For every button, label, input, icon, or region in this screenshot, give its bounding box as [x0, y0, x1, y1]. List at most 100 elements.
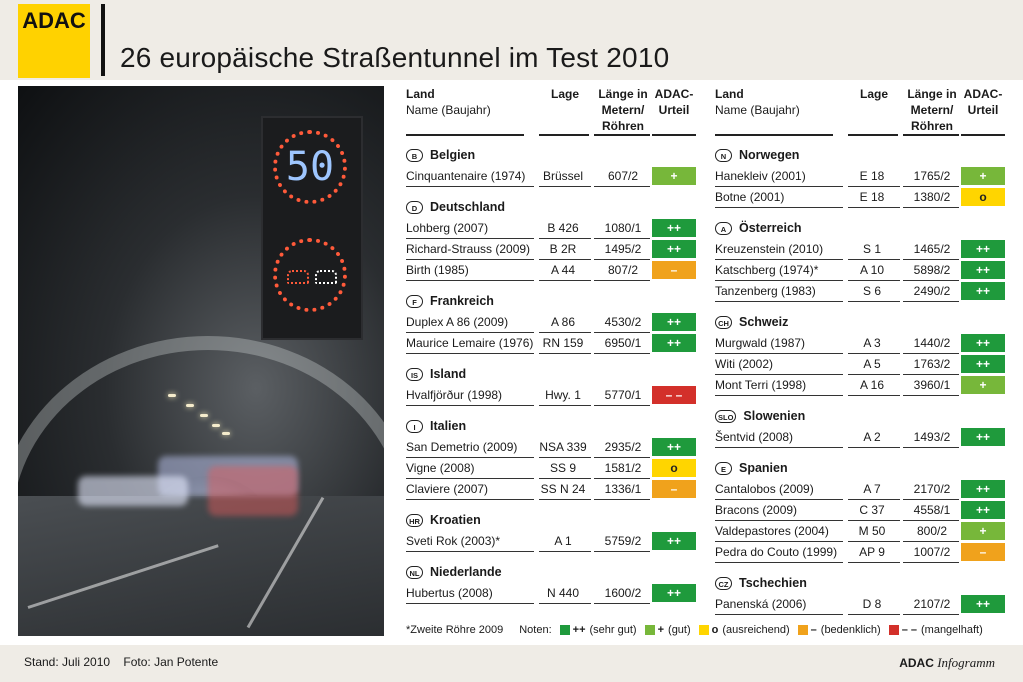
- tunnel-name: Richard-Strauss (2009): [406, 242, 531, 256]
- table-row: Botne (2001) E 18 1380/2 o: [715, 187, 1005, 208]
- rating-badge: +: [961, 167, 1005, 185]
- header-land-label: Land: [715, 87, 744, 101]
- country-code-badge: D: [406, 200, 423, 214]
- rating-badge: ++: [652, 219, 696, 237]
- tunnel-lage: A 86: [550, 315, 576, 329]
- tunnel-name: Katschberg (1974)*: [715, 263, 819, 277]
- header-urteil: ADAC- Urteil: [654, 87, 694, 117]
- country-code-badge: A: [715, 221, 732, 235]
- table-row: Hvalfjörður (1998) Hwy. 1 5770/1 – –: [406, 385, 696, 406]
- row-underline: [903, 353, 959, 354]
- table-row: Duplex A 86 (2009) A 86 4530/2 ++: [406, 312, 696, 333]
- tunnel-name: Duplex A 86 (2009): [406, 315, 509, 329]
- tunnel-name: Hvalfjörður (1998): [406, 388, 503, 402]
- row-underline: [903, 395, 959, 396]
- row-underline: [903, 520, 959, 521]
- table-row: Richard-Strauss (2009) B 2R 1495/2 ++: [406, 239, 696, 260]
- country-heading: N Norwegen: [715, 146, 799, 164]
- tunnel-name: Witi (2002): [715, 357, 774, 371]
- row-underline: [848, 301, 900, 302]
- tunnel-lamp: [186, 404, 194, 407]
- row-underline: [594, 457, 650, 458]
- tunnel-laenge: 6950/1: [604, 336, 642, 350]
- header-underline: [539, 134, 589, 136]
- country-name: Slowenien: [743, 409, 806, 423]
- row-underline: [715, 447, 843, 448]
- row-underline: [539, 478, 591, 479]
- tunnel-laenge: 807/2: [607, 263, 639, 277]
- rating-badge: +: [961, 522, 1005, 540]
- tunnel-laenge: 1465/2: [913, 242, 951, 256]
- table-row: Pedra do Couto (1999) AP 9 1007/2–: [715, 542, 1005, 563]
- rating-badge: –: [961, 543, 1005, 561]
- header-underline: [652, 134, 696, 136]
- legend-swatch: [797, 625, 808, 635]
- row-underline: [406, 499, 534, 500]
- header-laenge: Länge in Metern/ Röhren: [598, 87, 648, 133]
- row-underline: [848, 186, 900, 187]
- rating-badge: o: [652, 459, 696, 477]
- header-underline: [903, 134, 959, 136]
- page-title: 26 europäische Straßentunnel im Test 201…: [120, 42, 670, 73]
- rating-badge: ++: [961, 480, 1005, 498]
- country-heading: I Italien: [406, 417, 466, 435]
- header-underline: [406, 134, 524, 136]
- tunnel-laenge: 1336/1: [604, 482, 642, 496]
- tunnel-name: Sveti Rok (2003)*: [406, 534, 501, 548]
- footer-credits: Stand: Juli 2010 Foto: Jan Potente: [24, 655, 218, 669]
- row-underline: [594, 259, 650, 260]
- header-laenge: Länge in Metern/ Röhren: [907, 87, 957, 133]
- row-underline: [594, 332, 650, 333]
- table-row: Bracons (2009) C 37 4558/1 ++: [715, 500, 1005, 521]
- legend-symbol: – –: [901, 624, 917, 636]
- row-underline: [406, 551, 534, 552]
- footer-bar: Stand: Juli 2010 Foto: Jan Potente ADAC …: [0, 645, 1023, 682]
- row-underline: [848, 374, 900, 375]
- rating-badge: ++: [652, 334, 696, 352]
- legend-text: (mangelhaft): [921, 624, 983, 636]
- row-underline: [594, 405, 650, 406]
- country-name: Schweiz: [739, 315, 789, 329]
- row-underline: [715, 353, 843, 354]
- header-land: Land Name (Baujahr): [406, 86, 491, 118]
- row-underline: [539, 499, 591, 500]
- tunnel-name: Vigne (2008): [406, 461, 475, 475]
- country-code-badge: IS: [406, 367, 423, 381]
- country-name: Belgien: [430, 148, 476, 162]
- tunnel-laenge: 2935/2: [604, 440, 642, 454]
- country-heading: HR Kroatien: [406, 511, 481, 529]
- country-name: Island: [430, 367, 467, 381]
- header-urteil: ADAC- Urteil: [963, 87, 1003, 117]
- rating-badge: ++: [961, 334, 1005, 352]
- tunnel-lage: A 10: [859, 263, 885, 277]
- rating-badge: ++: [961, 595, 1005, 613]
- row-underline: [539, 603, 591, 604]
- rating-badge: o: [961, 188, 1005, 206]
- table-row: Hanekleiv (2001) E 18 1765/2 +: [715, 166, 1005, 187]
- row-underline: [903, 207, 959, 208]
- country-name: Kroatien: [430, 513, 481, 527]
- country-heading: NL Niederlande: [406, 563, 502, 581]
- tunnel-lage: SS 9: [549, 461, 576, 475]
- tunnel-lage: A 3: [863, 336, 881, 350]
- tunnel-lage: A 1: [554, 534, 572, 548]
- row-underline: [848, 562, 900, 563]
- tunnel-name: Cinquantenaire (1974): [406, 169, 526, 183]
- tunnel-lage: A 16: [859, 378, 885, 392]
- footer-brand-suffix: Infogramm: [937, 655, 995, 670]
- row-underline: [715, 374, 843, 375]
- rating-badge: ++: [961, 428, 1005, 446]
- tunnel-laenge: 1007/2: [913, 545, 951, 559]
- legend: ++ (sehr gut) + (gut) o (ausreichend) – (bedenk…: [552, 624, 983, 636]
- row-underline: [903, 541, 959, 542]
- tunnel-laenge: 2490/2: [913, 284, 951, 298]
- tunnel-lamp: [222, 432, 230, 435]
- header-underline: [715, 134, 833, 136]
- rating-badge: ++: [961, 501, 1005, 519]
- tunnel-name: Murgwald (1987): [715, 336, 806, 350]
- row-underline: [903, 259, 959, 260]
- row-underline: [848, 614, 900, 615]
- tunnel-lage: B 2R: [549, 242, 577, 256]
- row-underline: [594, 478, 650, 479]
- tunnel-name: Maurice Lemaire (1976): [406, 336, 534, 350]
